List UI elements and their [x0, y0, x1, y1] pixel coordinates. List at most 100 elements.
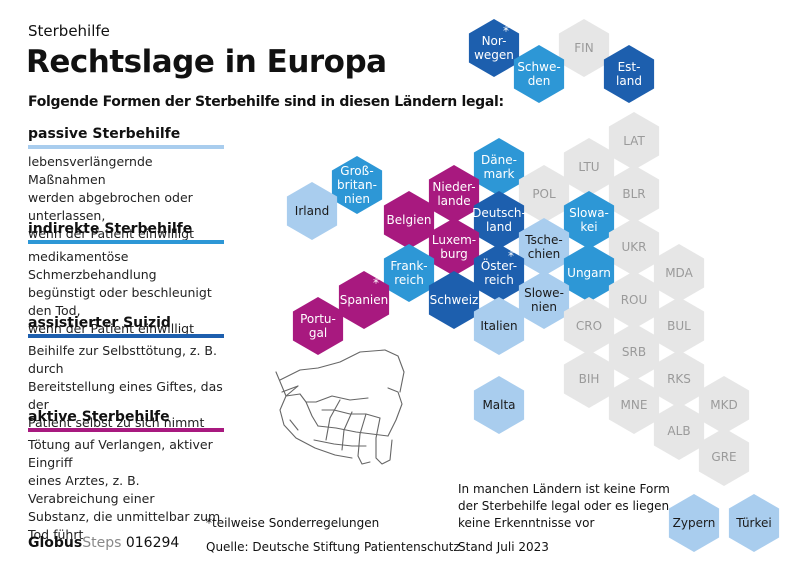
country-label: nien	[344, 192, 370, 206]
hex-shape	[698, 376, 750, 434]
kicker: Sterbehilfe	[28, 22, 110, 40]
country-label: land	[486, 220, 512, 234]
country-label: Est-	[618, 60, 641, 74]
hex-shape	[728, 494, 780, 552]
country-label: Öster-	[481, 257, 517, 273]
country-label: SRB	[622, 345, 646, 359]
hex-shape	[518, 165, 570, 223]
country-label: GRE	[711, 450, 736, 464]
hex-shape	[608, 218, 660, 276]
category-indirect-title: indirekte Sterbehilfe	[28, 221, 193, 237]
country-hex-alb: ALB	[653, 402, 705, 460]
special-rule-star: *	[503, 24, 509, 38]
category-passive-desc: lebensverlängernde Maßnahmen werden abge…	[28, 154, 195, 241]
category-assisted-title: assistierter Suizid	[28, 315, 171, 331]
country-hex-estland: Est-land	[603, 45, 655, 103]
country-hex-italien: Italien	[473, 297, 525, 355]
country-hex-blr: BLR	[608, 165, 660, 223]
country-label: reich	[484, 273, 514, 287]
country-label: Irland	[295, 204, 329, 218]
hex-shape	[518, 218, 570, 276]
category-assisted-bar	[28, 334, 224, 338]
category-active-title: aktive Sterbehilfe	[28, 409, 170, 425]
hex-shape	[563, 297, 615, 355]
country-hex-irland: Irland	[286, 182, 338, 240]
category-passive: passive Sterbehilfe lebensverlängernde M…	[28, 126, 224, 243]
country-label: Portu-	[300, 312, 336, 326]
country-label: Slowe-	[524, 286, 564, 300]
country-hex-frankreich: Frank-reich	[383, 244, 435, 302]
country-label: Slowa-	[569, 206, 609, 220]
country-hex-malta: Malta	[473, 376, 525, 434]
category-indirect-desc: medikamentöse Schmerzbehandlung begünsti…	[28, 249, 212, 336]
country-label: MDA	[665, 266, 693, 280]
hex-shape	[468, 19, 520, 77]
hex-shape	[428, 165, 480, 223]
category-assisted: assistierter Suizid Beihilfe zur Selbstt…	[28, 315, 224, 432]
country-hex-lat: LAT	[608, 112, 660, 170]
country-label: Tsche-	[524, 233, 563, 247]
country-hex-portugal: Portu-gal	[292, 297, 344, 355]
hex-shape	[473, 376, 525, 434]
hex-shape	[383, 191, 435, 249]
category-active-bar	[28, 428, 224, 432]
country-label: Zypern	[673, 516, 716, 530]
hex-shape	[428, 218, 480, 276]
hex-shape	[292, 297, 344, 355]
country-label: Nor-	[482, 34, 507, 48]
category-passive-title: passive Sterbehilfe	[28, 126, 181, 142]
country-hex-norwegen: Nor-wegen *	[468, 19, 520, 77]
logo-number: 016294	[125, 535, 180, 551]
country-hex-zypern: Zypern	[668, 494, 720, 552]
hex-shape	[653, 402, 705, 460]
hex-shape	[518, 271, 570, 329]
source: Quelle: Deutsche Stiftung Patientenschut…	[206, 540, 460, 554]
country-label: Spanien	[340, 293, 389, 307]
category-indirect: indirekte Sterbehilfe medikamentöse Schm…	[28, 221, 224, 338]
country-label: Deutsch-	[472, 206, 526, 220]
country-hex-türkei: Türkei	[728, 494, 780, 552]
country-hex-luxemburg: Luxem-burg	[428, 218, 480, 276]
country-hex-mne: MNE	[608, 376, 660, 434]
intro-text: Folgende Formen der Sterbehilfe sind in …	[28, 94, 504, 110]
country-hex-dänemark: Däne-mark	[473, 138, 525, 196]
country-label: Ungarn	[567, 266, 611, 280]
country-hex-mkd: MKD	[698, 376, 750, 434]
category-active-desc: Tötung auf Verlangen, aktiver Eingriff e…	[28, 437, 221, 542]
country-hex-niederlande: Nieder-lande	[428, 165, 480, 223]
hex-shape	[563, 350, 615, 408]
country-hex-srb: SRB	[608, 323, 660, 381]
hex-shape	[653, 244, 705, 302]
hex-shape	[608, 165, 660, 223]
country-label: ROU	[621, 293, 648, 307]
hex-shape	[698, 428, 750, 486]
country-label: land	[616, 74, 642, 88]
country-hex-spanien: Spanien *	[338, 271, 390, 329]
country-label: Nieder-	[432, 180, 475, 194]
country-hex-bul: BUL	[653, 297, 705, 355]
hands-icon	[275, 349, 405, 465]
hex-shape	[473, 244, 525, 302]
country-label: reich	[394, 273, 424, 287]
hex-shape	[558, 19, 610, 77]
country-hex-österreich: Öster-reich *	[473, 244, 525, 302]
country-hex-schweiz: Schweiz	[428, 271, 480, 329]
hex-shape	[608, 112, 660, 170]
country-label: UKR	[622, 240, 647, 254]
country-hex-großbritannien: Groß-britan-nien	[331, 156, 383, 214]
country-label: Frank-	[390, 259, 427, 273]
footnote: *teilweise Sonderregelungen	[206, 516, 380, 530]
hex-shape	[473, 138, 525, 196]
no-info-note: In manchen Ländern ist keine Form der St…	[458, 482, 670, 530]
hex-shape	[428, 271, 480, 329]
country-label: POL	[532, 187, 556, 201]
country-label: Türkei	[735, 516, 771, 530]
country-label: MKD	[710, 398, 737, 412]
country-label: burg	[440, 247, 468, 261]
country-hex-rks: RKS	[653, 350, 705, 408]
hex-shape	[608, 376, 660, 434]
hex-shape	[513, 45, 565, 103]
hex-shape	[563, 244, 615, 302]
country-hex-ukr: UKR	[608, 218, 660, 276]
